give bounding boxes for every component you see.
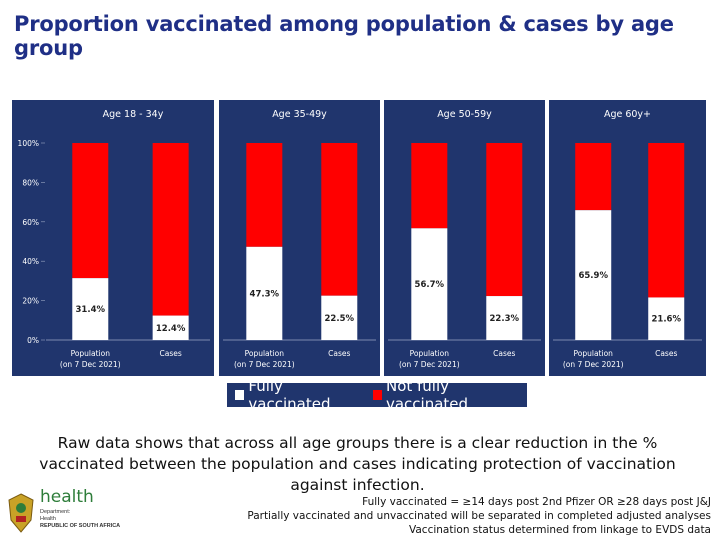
x-tick-label: Population [245,349,285,358]
bar-not-vaccinated [321,143,358,296]
bar-not-vaccinated [152,143,189,316]
data-label: 22.3% [490,314,520,324]
y-tick-label: 60% [22,218,39,227]
bar-vaccinated [411,228,448,340]
data-label: 56.7% [415,280,445,290]
y-tick-label: 20% [22,297,39,306]
x-tick-label: Cases [328,349,350,358]
x-tick-label: Cases [655,349,677,358]
logo-line-3: REPUBLIC OF SOUTH AFRICA [40,523,121,529]
x-tick-label: (on 7 Dec 2021) [234,360,295,369]
bar-not-vaccinated [648,143,685,298]
logo-line-1: Department: [40,509,71,515]
y-tick-label: 80% [22,178,39,187]
data-label: 47.3% [250,289,280,299]
legend-item-not-vaccinated: Not fully vaccinated [372,377,527,413]
bar-not-vaccinated [72,143,109,279]
panel-title: Age 60y+ [604,109,651,120]
x-tick-label: Cases [160,349,182,358]
x-tick-label: (on 7 Dec 2021) [60,360,121,369]
y-tick-label: 0% [27,336,39,345]
bar-vaccinated [72,278,109,340]
footnote-3: Vaccination status determined from linka… [409,524,711,536]
x-tick-label: (on 7 Dec 2021) [563,360,624,369]
y-tick-label: 40% [22,257,39,266]
chart-legend: Fully vaccinated Not fully vaccinated [227,377,527,413]
bar-vaccinated [486,296,523,340]
bar-not-vaccinated [575,143,612,211]
x-tick-label: Population [410,349,450,358]
data-label: 21.6% [651,315,681,325]
legend-label-not-vaccinated: Not fully vaccinated [385,377,469,413]
data-label: 31.4% [76,305,106,315]
y-tick-label: 100% [18,139,39,148]
bar-not-vaccinated [486,143,523,297]
bar-vaccinated [575,210,612,340]
x-tick-label: Population [71,349,111,358]
bar-vaccinated [152,315,189,340]
legend-swatch-vaccinated [235,390,245,400]
x-tick-label: (on 7 Dec 2021) [399,360,460,369]
logo-line-2: Health [40,516,56,522]
bar-vaccinated [648,297,685,340]
bar-vaccinated [321,295,358,340]
footnote-2: Partially vaccinated and unvaccinated wi… [247,510,711,522]
legend-swatch-not-vaccinated [372,390,382,400]
page-title: Proportion vaccinated among population &… [14,12,674,60]
data-label: 12.4% [156,324,186,334]
footnotes: Fully vaccinated = ≥14 days post 2nd Pfi… [247,495,711,537]
x-tick-label: Population [574,349,614,358]
panel-title: Age 50-59y [437,109,492,120]
legend-label-vaccinated: Fully vaccinated [248,377,331,413]
footnote-1: Fully vaccinated = ≥14 days post 2nd Pfi… [362,496,711,508]
bar-vaccinated [246,246,283,340]
panel-title: Age 35-49y [272,109,327,120]
caption-text: Raw data shows that across all age group… [39,434,676,494]
coat-of-arms-icon [8,493,34,533]
health-department-logo: health Department: Health REPUBLIC OF SO… [0,487,130,538]
data-label: 65.9% [578,271,608,281]
x-tick-label: Cases [493,349,515,358]
logo-word: health [40,487,94,507]
chart-svg: Age 18 - 34y 0% 20% 40% 60% 80% 100% 31.4% Popul… [12,100,706,376]
bar-not-vaccinated [411,143,448,229]
panel-title: Age 18 - 34y [103,109,164,120]
legend-item-vaccinated: Fully vaccinated [235,377,363,413]
data-label: 22.5% [325,314,355,324]
bar-not-vaccinated [246,143,283,247]
